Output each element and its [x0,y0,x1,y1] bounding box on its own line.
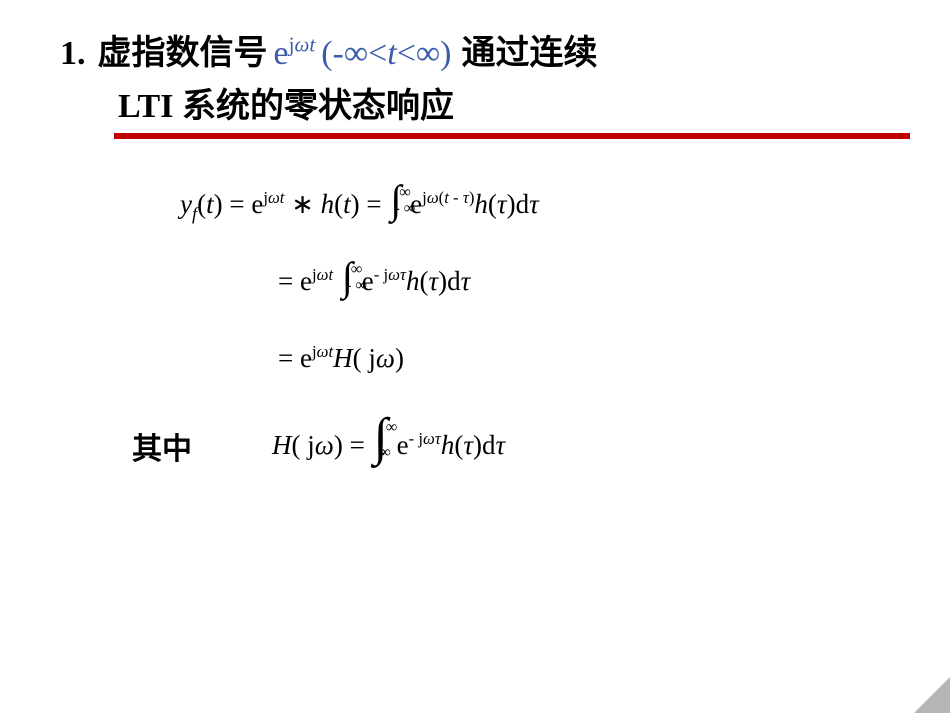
title-line-1: 1. 虚指数信号 ejωt (-∞<t<∞) 通过连续 [60,30,910,78]
slide: 1. 虚指数信号 ejωt (-∞<t<∞) 通过连续 LTI 系统的零状态响应… [0,0,950,488]
integral-1: ∫∞- ∞ [390,200,401,203]
title-exp: ejωt [274,30,316,78]
body: yf(t) = ejωt ∗ h(t) = ∫∞- ∞ ejω(t - τ)h(… [60,189,910,468]
equation-1: yf(t) = ejωt ∗ h(t) = ∫∞- ∞ ejω(t - τ)h(… [180,189,910,220]
page-curl-icon [914,677,950,713]
title-line-2: LTI 系统的零状态响应 [118,78,910,127]
title-range: (-∞<t<∞) [321,30,451,78]
title-cn-2: 通过连续 [461,30,597,78]
equation-4-row: 其中 H( jω) = ∫∞- ∞ e- jωτh(τ)dτ [60,424,910,468]
title-number: 1. [60,30,86,78]
title-block: 1. 虚指数信号 ejωt (-∞<t<∞) 通过连续 LTI 系统的零状态响应 [60,30,910,139]
integral-4: ∫∞- ∞ [374,437,388,444]
integral-2: ∫∞- ∞ [342,277,353,280]
title-cn-3: 系统的零状态响应 [182,87,454,125]
equation-4: H( jω) = ∫∞- ∞ e- jωτh(τ)dτ [272,430,505,461]
title-e: e [274,35,289,72]
equation-2: = ejωt ∫∞- ∞ e- jωτh(τ)dτ [278,266,910,297]
label-where: 其中 [132,424,192,468]
title-underline [114,133,910,139]
title-lti: LTI [118,88,182,125]
equation-3: = ejωtH( jω) [278,343,910,374]
title-exp-sup: jωt [289,33,316,57]
title-cn-1: 虚指数信号 [98,30,268,78]
